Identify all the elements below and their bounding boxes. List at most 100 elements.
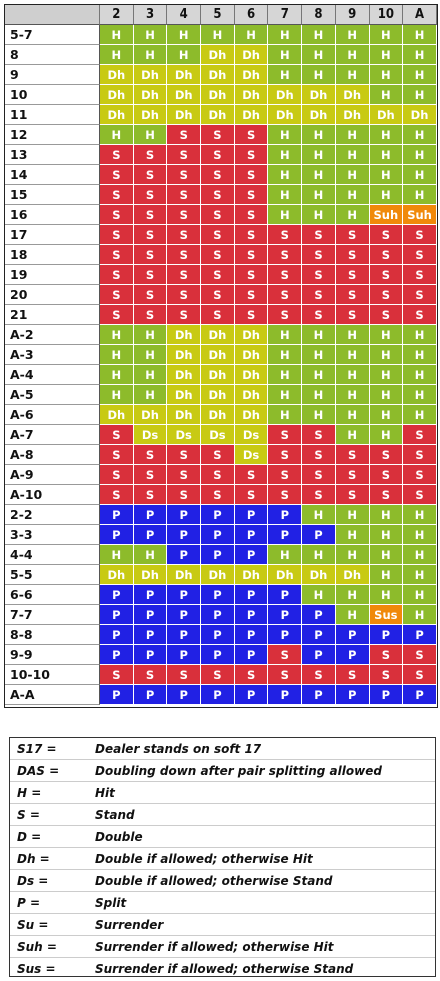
action-cell: H: [268, 545, 303, 565]
action-cell: P: [335, 685, 370, 705]
action-cell: P: [403, 685, 437, 705]
action-cell: S: [234, 485, 269, 505]
action-cell: P: [234, 645, 269, 665]
action-cell: H: [100, 345, 134, 365]
action-cell: Dh: [201, 345, 235, 365]
action-cell: S: [201, 145, 235, 165]
player-hand-label: 8-8: [5, 625, 100, 645]
action-cell: S: [133, 285, 168, 305]
player-hand-label: 18: [5, 245, 100, 265]
action-cell: S: [369, 445, 404, 465]
action-cell: S: [167, 445, 202, 465]
action-cell: S: [133, 485, 168, 505]
action-cell: H: [369, 45, 404, 65]
player-hand-label: 9-9: [5, 645, 100, 665]
action-cell: Dh: [133, 105, 168, 125]
action-cell: H: [369, 125, 404, 145]
player-hand-label: 16: [5, 205, 100, 225]
action-cell: H: [100, 25, 134, 45]
action-cell: S: [302, 305, 336, 325]
action-cell: H: [403, 385, 437, 405]
dealer-card-header: 8: [302, 5, 336, 25]
action-cell: S: [100, 445, 134, 465]
legend-description: Double: [95, 829, 143, 844]
action-cell: H: [268, 345, 303, 365]
action-cell: Dh: [268, 105, 303, 125]
action-cell: S: [167, 245, 202, 265]
dealer-card-header: 10: [369, 5, 404, 25]
action-cell: S: [268, 425, 303, 445]
action-cell: H: [335, 165, 370, 185]
action-cell: S: [369, 645, 404, 665]
action-cell: Dh: [201, 385, 235, 405]
action-cell: S: [167, 465, 202, 485]
legend-row: Dh = Double if allowed; otherwise Hit: [10, 848, 435, 870]
action-cell: P: [268, 525, 303, 545]
player-hand-label: A-2: [5, 325, 100, 345]
action-cell: S: [335, 665, 370, 685]
action-cell: Dh: [302, 85, 336, 105]
action-cell: H: [369, 25, 404, 45]
action-cell: S: [201, 445, 235, 465]
action-cell: Ds: [167, 425, 202, 445]
action-cell: H: [369, 405, 404, 425]
action-cell: P: [302, 525, 336, 545]
player-hand-label: A-8: [5, 445, 100, 465]
legend-key: H =: [17, 785, 42, 800]
action-cell: S: [100, 285, 134, 305]
action-cell: S: [100, 465, 134, 485]
action-cell: P: [403, 625, 437, 645]
action-cell: S: [403, 245, 437, 265]
action-cell: S: [335, 225, 370, 245]
action-cell: H: [302, 385, 336, 405]
action-cell: Sus: [369, 605, 404, 625]
action-cell: H: [369, 525, 404, 545]
action-cell: H: [302, 165, 336, 185]
action-cell: Ds: [133, 425, 168, 445]
action-cell: S: [234, 285, 269, 305]
action-cell: H: [133, 385, 168, 405]
action-cell: S: [133, 465, 168, 485]
action-cell: Dh: [100, 405, 134, 425]
action-cell: P: [234, 605, 269, 625]
action-cell: P: [201, 585, 235, 605]
action-cell: Ds: [201, 425, 235, 445]
legend-row: S = Stand: [10, 804, 435, 826]
action-cell: S: [167, 285, 202, 305]
action-cell: S: [369, 465, 404, 485]
action-cell: H: [302, 185, 336, 205]
legend-description: Surrender if allowed; otherwise Stand: [95, 961, 354, 976]
action-cell: H: [335, 325, 370, 345]
action-cell: S: [167, 265, 202, 285]
action-cell: H: [133, 345, 168, 365]
action-cell: H: [369, 85, 404, 105]
action-cell: P: [167, 525, 202, 545]
action-cell: H: [403, 585, 437, 605]
action-cell: S: [201, 185, 235, 205]
player-hand-label: A-7: [5, 425, 100, 445]
action-cell: Dh: [167, 365, 202, 385]
action-cell: S: [100, 145, 134, 165]
action-cell: Dh: [167, 345, 202, 365]
action-cell: P: [100, 525, 134, 545]
action-cell: H: [335, 545, 370, 565]
legend-description: Dealer stands on soft 17: [95, 741, 262, 756]
action-cell: H: [302, 65, 336, 85]
action-cell: P: [268, 585, 303, 605]
action-cell: S: [369, 665, 404, 685]
action-cell: H: [335, 605, 370, 625]
action-cell: S: [201, 305, 235, 325]
action-cell: H: [335, 405, 370, 425]
action-cell: H: [100, 325, 134, 345]
header-corner: [5, 5, 100, 25]
action-cell: S: [302, 485, 336, 505]
action-cell: H: [403, 345, 437, 365]
action-cell: P: [100, 625, 134, 645]
action-cell: S: [268, 305, 303, 325]
player-hand-label: 19: [5, 265, 100, 285]
action-cell: Dh: [167, 405, 202, 425]
action-cell: Dh: [201, 105, 235, 125]
dealer-card-header: 9: [335, 5, 370, 25]
legend-key: S17 =: [17, 741, 57, 756]
dealer-card-header: 7: [268, 5, 303, 25]
